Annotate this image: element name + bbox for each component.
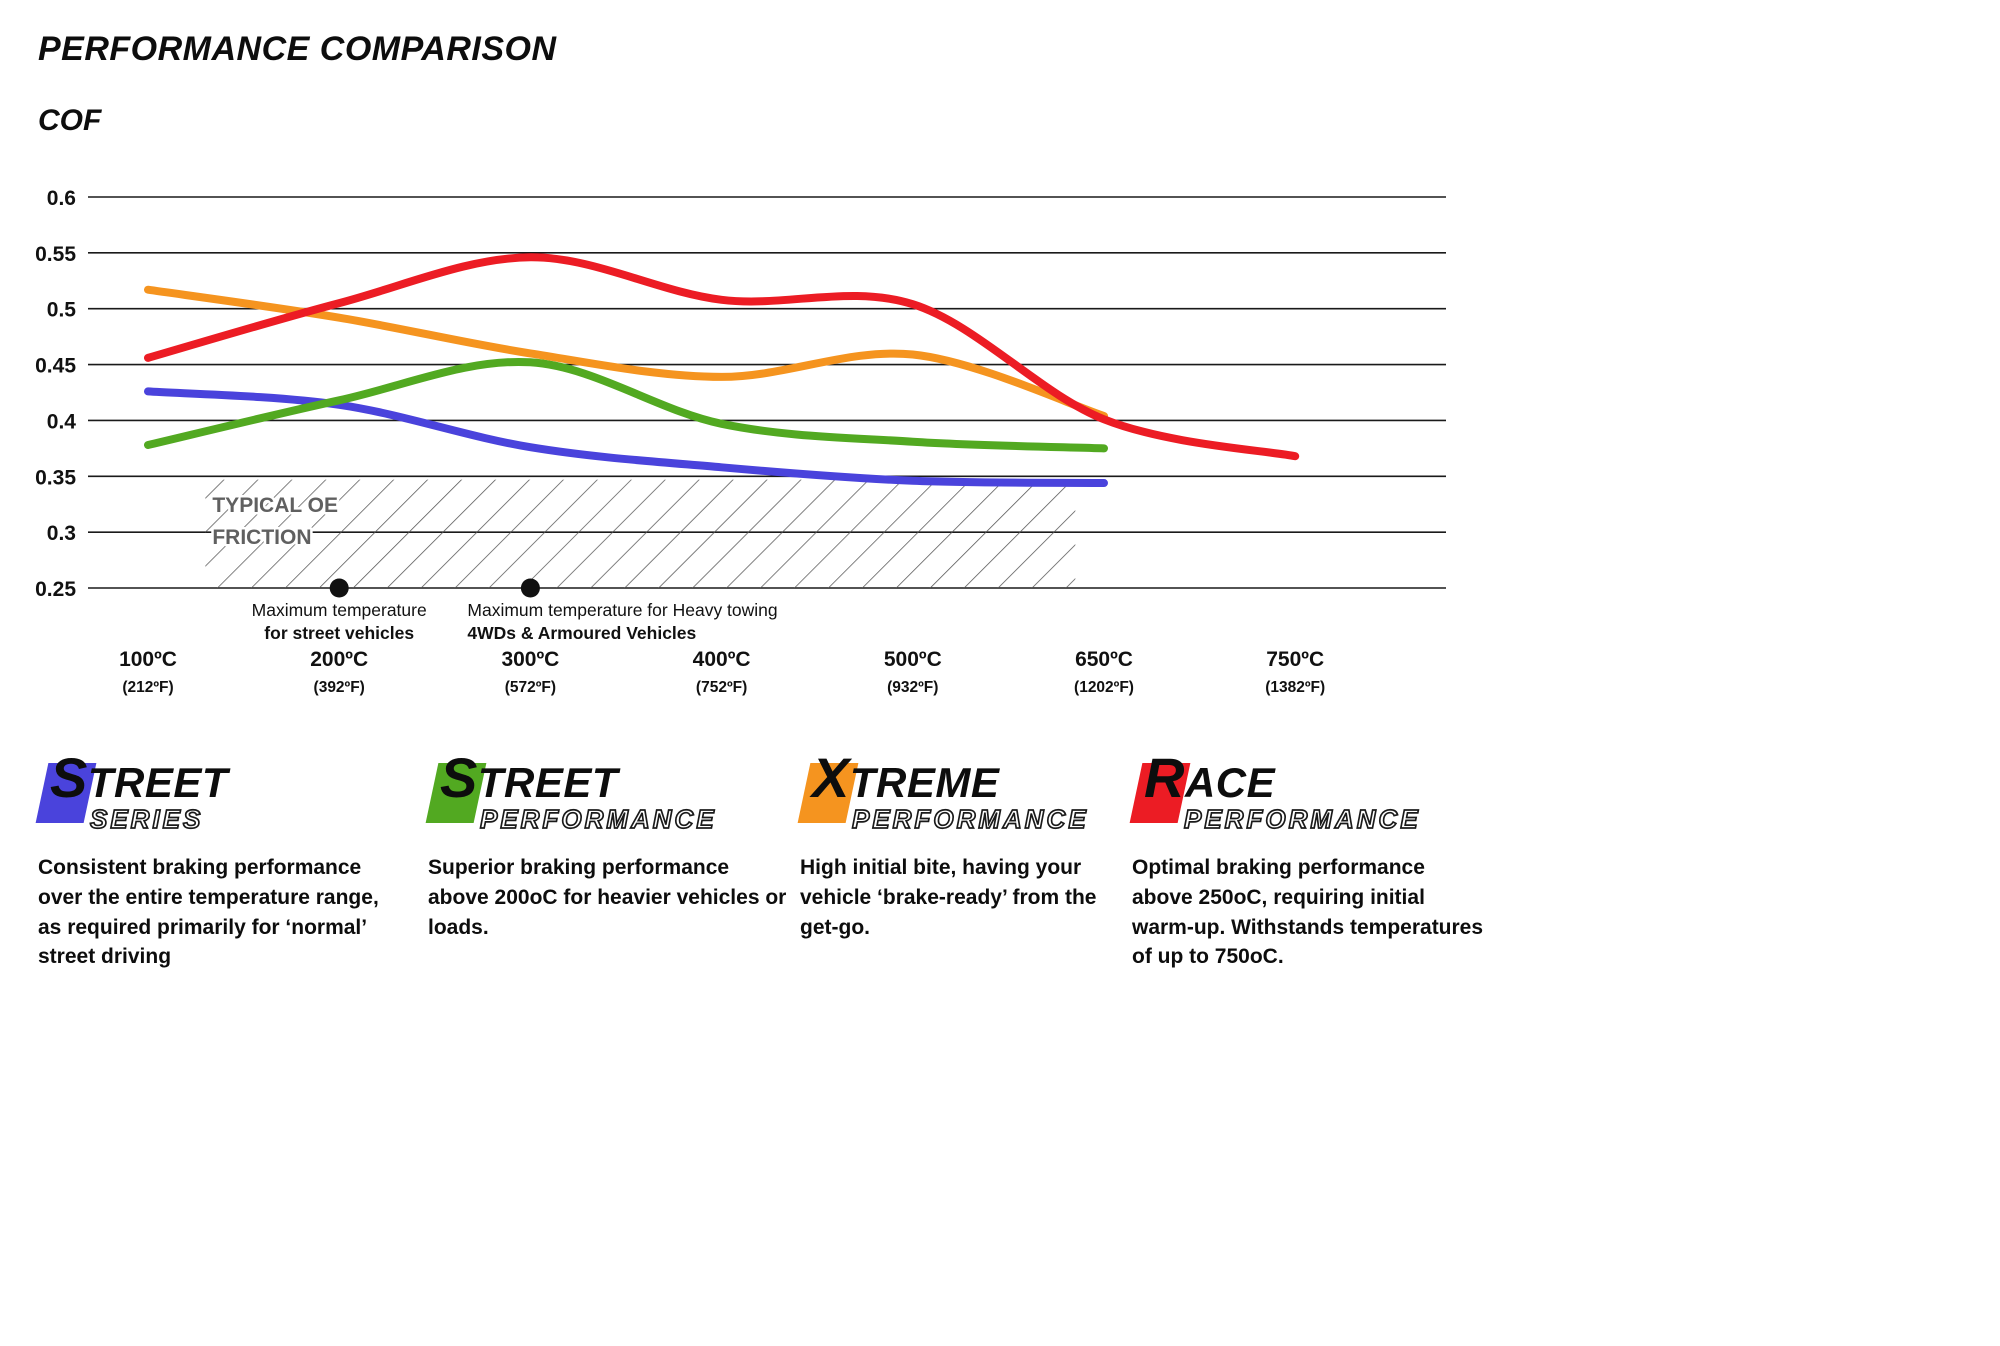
legend-item-xtreme-performance: XTREME PERFORMANCE High initial bite, ha… [797,750,1112,942]
x-tick-label-c: 200ºC [310,648,368,671]
y-tick-label: 0.4 [47,410,77,433]
x-tick-label-c: 650ºC [1075,648,1133,671]
xtreme-performance-logo: XTREME PERFORMANCE [797,750,1112,839]
x-tick-label-f: (1382ºF) [1265,679,1325,696]
brand-initial-letter: R [1144,746,1185,809]
x-tick-label-c: 400ºC [693,648,751,671]
x-tick-label-c: 100ºC [119,648,177,671]
y-tick-label: 0.25 [35,578,76,601]
series-line-race-performance [144,253,1300,461]
x-tick-label-c: 750ºC [1266,648,1324,671]
brand-word-rest: TREET [87,759,229,806]
x-tick-label-f: (932ºF) [887,679,938,696]
legend-description: Consistent braking performance over the … [38,856,379,969]
brand-wordmark: XTREME PERFORMANCE [800,750,1112,835]
brand-word: XTREME [812,750,1112,806]
x-tick-label-c: 300ºC [501,648,559,671]
brand-subword: PERFORMANCE [479,803,717,835]
brand-subword: SERIES [89,803,204,835]
annotation-line2: for street vehicles [264,623,414,643]
y-tick-label: 0.35 [35,466,76,489]
brand-wordmark: RACE PERFORMANCE [1132,750,1484,835]
race-performance-logo: RACE PERFORMANCE [1129,750,1484,839]
brand-wordmark: STREET SERIES [38,750,406,835]
y-tick-label: 0.6 [47,187,76,210]
annotation-line1: Maximum temperature for Heavy towing [467,600,777,620]
x-tick-label-f: (212ºF) [122,679,173,696]
brand-word: RACE [1144,750,1484,806]
legend-item-race-performance: RACE PERFORMANCE Optimal braking perform… [1129,750,1484,972]
brand-subword: PERFORMANCE [851,803,1089,835]
brand-subword: PERFORMANCE [1183,803,1421,835]
max-temp-marker [520,578,540,598]
street-performance-logo: STREET PERFORMANCE [425,750,788,839]
x-tick-label-f: (572ºF) [505,679,556,696]
brand-initial-letter: S [50,746,88,809]
page-title: PERFORMANCE COMPARISON [38,30,557,68]
series-line-xtreme-performance [144,285,1108,420]
x-tick-label-c: 500ºC [884,648,942,671]
annotation-line2: 4WDs & Armoured Vehicles [467,623,696,643]
brand-word: STREET [50,750,406,806]
series-line-street-performance [144,357,1108,453]
oe-band-label-line1: TYPICAL OE [212,494,338,517]
legend-item-street-series: STREET SERIES Consistent braking perform… [35,750,406,972]
y-tick-label: 0.45 [35,355,76,378]
x-tick-label-f: (392ºF) [314,679,365,696]
x-tick-label-f: (1202ºF) [1074,679,1134,696]
y-tick-label: 0.5 [47,299,77,322]
brand-word-rest: TREME [849,759,1000,806]
y-tick-label: 0.55 [35,243,76,266]
legend-row: STREET SERIES Consistent braking perform… [0,750,2000,1295]
oe-band-label-line2: FRICTION [212,526,311,549]
typical-oe-friction-band [205,479,1076,588]
brand-initial-letter: X [812,746,850,809]
brand-wordmark: STREET PERFORMANCE [428,750,788,835]
brand-word: STREET [440,750,788,806]
legend-item-street-performance: STREET PERFORMANCE Superior braking perf… [425,750,788,942]
legend-description: Superior braking performance above 200oC… [428,856,787,939]
brand-initial-letter: S [440,746,478,809]
x-tick-label-f: (752ºF) [696,679,747,696]
legend-description: High initial bite, having your vehicle ‘… [800,856,1097,939]
brand-word-rest: ACE [1184,759,1276,806]
brand-word-rest: TREET [477,759,619,806]
annotation-line1: Maximum temperature [252,600,427,620]
y-axis-title: COF [38,104,102,137]
cof-temperature-chart: 0.6 0.55 0.5 0.45 0.4 0.35 0.3 0.25 TYPICAL OE FR… [35,187,1446,696]
street-series-logo: STREET SERIES [35,750,406,839]
y-tick-label: 0.3 [47,522,76,545]
legend-description: Optimal braking performance above 250oC,… [1132,856,1484,969]
max-temp-marker [329,578,349,598]
series-line-street-series [144,387,1108,487]
